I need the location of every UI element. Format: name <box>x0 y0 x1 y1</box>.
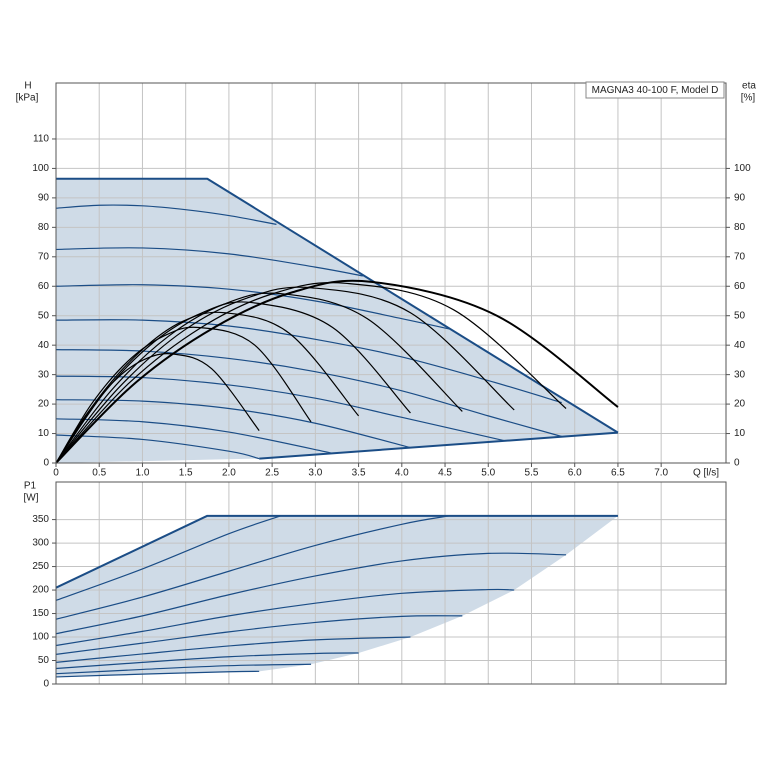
x-tick-label: 5.5 <box>525 468 539 479</box>
efficiency-curve <box>55 301 411 464</box>
y2-tick-label: 50 <box>734 310 746 321</box>
curve <box>55 515 450 620</box>
y-axis-unit: [kPa] <box>16 93 39 104</box>
y2-tick-label: 70 <box>734 251 746 262</box>
curve <box>55 204 277 225</box>
y-tick-label: 20 <box>38 399 50 410</box>
y2-tick-label: 90 <box>734 193 746 204</box>
x-tick-label: 4.0 <box>395 468 409 479</box>
x-tick-label: 6.0 <box>568 468 582 479</box>
curve <box>55 514 618 589</box>
curve <box>55 319 562 404</box>
y-tick-label: 350 <box>32 514 49 525</box>
curve <box>55 636 411 663</box>
x-tick-label: 3.5 <box>352 468 366 479</box>
y-tick-label: 100 <box>32 163 49 174</box>
y2-tick-label: 60 <box>734 281 746 292</box>
y-tick-label: 70 <box>38 251 50 262</box>
x-tick-label: 2.5 <box>265 468 279 479</box>
x-tick-label: 1.5 <box>179 468 193 479</box>
y-tick-label: 150 <box>32 608 49 619</box>
y-tick-label: 40 <box>38 340 50 351</box>
y-tick-label: 80 <box>38 222 50 233</box>
curve <box>55 552 567 635</box>
y-tick-label: 200 <box>32 585 49 596</box>
title-box <box>585 81 725 99</box>
y2-tick-label: 20 <box>734 399 746 410</box>
plot-layer: 0 0.5 1.0 1.5 2.0 2.5 3.0 3.5 4.0 4.5 5.0 5.5 6.0 6.5… <box>32 83 751 690</box>
y-axis-label: H <box>24 81 31 92</box>
y-tick-label: 60 <box>38 281 50 292</box>
curve <box>55 615 463 655</box>
curve <box>55 515 281 601</box>
efficiency-curve <box>55 292 463 464</box>
y-tick-label: 90 <box>38 193 50 204</box>
y2-axis-label: eta <box>742 81 756 92</box>
x-tick-label: 1.0 <box>135 468 149 479</box>
y2-tick-label: 0 <box>734 458 740 469</box>
y-axis-unit: [W] <box>24 493 39 504</box>
curve <box>55 670 260 678</box>
x-tick-label: 7.0 <box>654 468 668 479</box>
y-tick-label: 100 <box>32 632 49 643</box>
curve <box>55 663 312 675</box>
y-tick-label: 50 <box>38 310 50 321</box>
x-tick-label: 5.0 <box>481 468 495 479</box>
y-tick-label: 250 <box>32 561 49 572</box>
curve <box>55 418 333 454</box>
x-tick-label: 0.5 <box>92 468 106 479</box>
y-tick-label: 300 <box>32 538 49 549</box>
curve <box>55 399 411 449</box>
y-tick-label: 0 <box>43 458 49 469</box>
bottom-frame <box>55 481 727 685</box>
y-tick-label: 50 <box>38 655 50 666</box>
curve <box>55 348 562 438</box>
x-tick-label: 6.5 <box>611 468 625 479</box>
y2-tick-label: 10 <box>734 428 746 439</box>
y-tick-label: 30 <box>38 369 50 380</box>
y2-tick-label: 80 <box>734 222 746 233</box>
x-tick-label: 4.5 <box>438 468 452 479</box>
y-tick-label: 110 <box>33 134 49 145</box>
top-frame <box>55 82 727 464</box>
efficiency-curve <box>55 279 619 464</box>
chart-title: MAGNA3 40-100 F, Model D <box>592 85 719 96</box>
curve <box>55 652 359 670</box>
y-tick-label: 0 <box>43 679 49 690</box>
efficiency-curve <box>55 282 567 464</box>
y2-tick-label: 100 <box>734 163 751 174</box>
curve <box>55 588 515 647</box>
curve <box>55 247 364 277</box>
x-tick-label: 0 <box>53 468 59 479</box>
y2-tick-label: 30 <box>734 369 746 380</box>
curve <box>56 177 619 434</box>
operating-area <box>56 178 618 463</box>
y-tick-label: 10 <box>38 428 50 439</box>
x-axis-label: Q [l/s] <box>693 468 719 479</box>
efficiency-curve <box>55 286 515 464</box>
x-tick-label: 2.0 <box>222 468 236 479</box>
y2-axis-unit: [%] <box>741 93 756 104</box>
x-tick-label: 3.0 <box>308 468 322 479</box>
curve <box>55 434 260 460</box>
y-axis-label: P1 <box>24 481 37 492</box>
y2-tick-label: 40 <box>734 340 746 351</box>
curve <box>259 431 619 460</box>
efficiency-curve <box>55 326 312 464</box>
